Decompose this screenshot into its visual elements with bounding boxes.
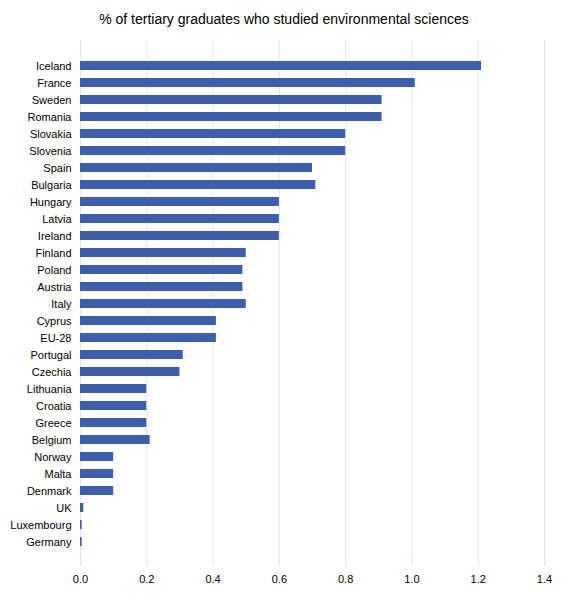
- svg-text:Italy: Italy: [51, 298, 72, 310]
- svg-text:Poland: Poland: [37, 264, 71, 276]
- svg-text:Greece: Greece: [35, 417, 71, 429]
- svg-text:Cyprus: Cyprus: [37, 315, 72, 327]
- svg-text:Portugal: Portugal: [31, 349, 72, 361]
- svg-text:1.0: 1.0: [404, 573, 419, 585]
- svg-text:Norway: Norway: [34, 451, 72, 463]
- svg-text:1.2: 1.2: [471, 573, 486, 585]
- svg-text:Sweden: Sweden: [32, 94, 72, 106]
- svg-text:Bulgaria: Bulgaria: [31, 179, 72, 191]
- svg-text:EU-28: EU-28: [40, 332, 71, 344]
- svg-text:Lithuania: Lithuania: [27, 383, 73, 395]
- svg-text:Germany: Germany: [26, 536, 72, 548]
- svg-text:Iceland: Iceland: [36, 60, 71, 72]
- svg-text:Croatia: Croatia: [36, 400, 72, 412]
- svg-text:0.4: 0.4: [205, 573, 220, 585]
- svg-text:Malta: Malta: [45, 468, 73, 480]
- svg-text:UK: UK: [56, 502, 72, 514]
- svg-text:Slovenia: Slovenia: [29, 145, 72, 157]
- svg-text:Romania: Romania: [27, 111, 72, 123]
- svg-text:Finland: Finland: [35, 247, 71, 259]
- svg-text:Ireland: Ireland: [38, 230, 72, 242]
- svg-text:1.4: 1.4: [537, 573, 552, 585]
- svg-text:Czechia: Czechia: [32, 366, 73, 378]
- svg-text:0.2: 0.2: [139, 573, 154, 585]
- svg-text:France: France: [37, 77, 71, 89]
- html-text:% of tertiary graduates who st: % of tertiary graduates who studied envi…: [99, 11, 469, 27]
- svg-text:0.8: 0.8: [338, 573, 353, 585]
- svg-text:Hungary: Hungary: [30, 196, 72, 208]
- svg-text:0.6: 0.6: [272, 573, 287, 585]
- svg-text:0.0: 0.0: [73, 573, 88, 585]
- svg-text:Belgium: Belgium: [32, 434, 72, 446]
- svg-text:Latvia: Latvia: [42, 213, 72, 225]
- svg-text:Denmark: Denmark: [27, 485, 72, 497]
- svg-text:Austria: Austria: [37, 281, 72, 293]
- svg-text:Spain: Spain: [43, 162, 71, 174]
- svg-text:Luxembourg: Luxembourg: [10, 519, 71, 531]
- svg-text:Slovakia: Slovakia: [30, 128, 72, 140]
